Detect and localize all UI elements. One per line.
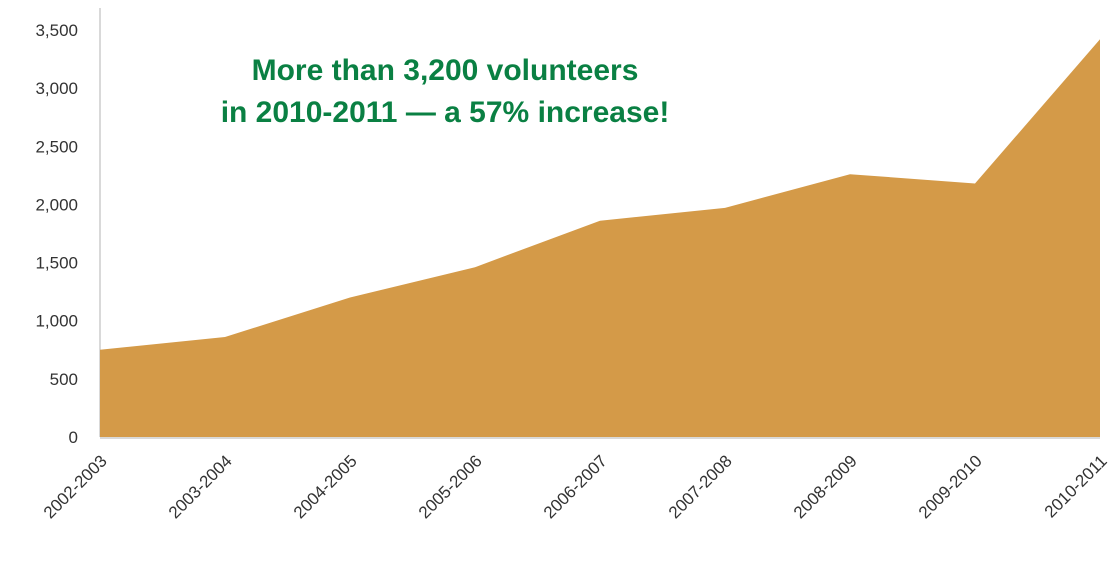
x-axis: 2002-2003 2003-2004 2004-2005 2005-2006 2006… — [40, 437, 1111, 522]
x-tick-label: 2009-2010 — [915, 451, 986, 522]
x-tick-label: 2002-2003 — [40, 451, 111, 522]
y-tick-label: 2,500 — [35, 137, 78, 156]
y-tick-label: 1,000 — [35, 312, 78, 331]
y-tick-label: 500 — [50, 370, 78, 389]
y-axis: 0 500 1,000 1,500 2,000 2,500 3,000 3,500 — [35, 8, 101, 447]
y-tick-label: 3,500 — [35, 21, 78, 40]
annotation-line-1: More than 3,200 volunteers — [252, 54, 639, 87]
x-tick-label: 2006-2007 — [540, 451, 611, 522]
x-tick-label: 2010-2011 — [1041, 451, 1111, 521]
y-tick-label: 2,000 — [35, 195, 78, 214]
x-tick-label: 2007-2008 — [665, 451, 736, 522]
y-tick-label: 1,500 — [35, 254, 78, 273]
x-tick-label: 2003-2004 — [165, 451, 236, 522]
annotation-line-2: in 2010-2011 — a 57% increase! — [221, 96, 670, 129]
y-tick-label: 0 — [69, 428, 78, 447]
x-tick-label: 2005-2006 — [415, 451, 486, 522]
y-tick-label: 3,000 — [35, 79, 78, 98]
plot-area — [100, 39, 1100, 438]
x-tick-label: 2008-2009 — [790, 451, 861, 522]
area-series — [100, 39, 1100, 438]
x-tick-label: 2004-2005 — [290, 451, 361, 522]
